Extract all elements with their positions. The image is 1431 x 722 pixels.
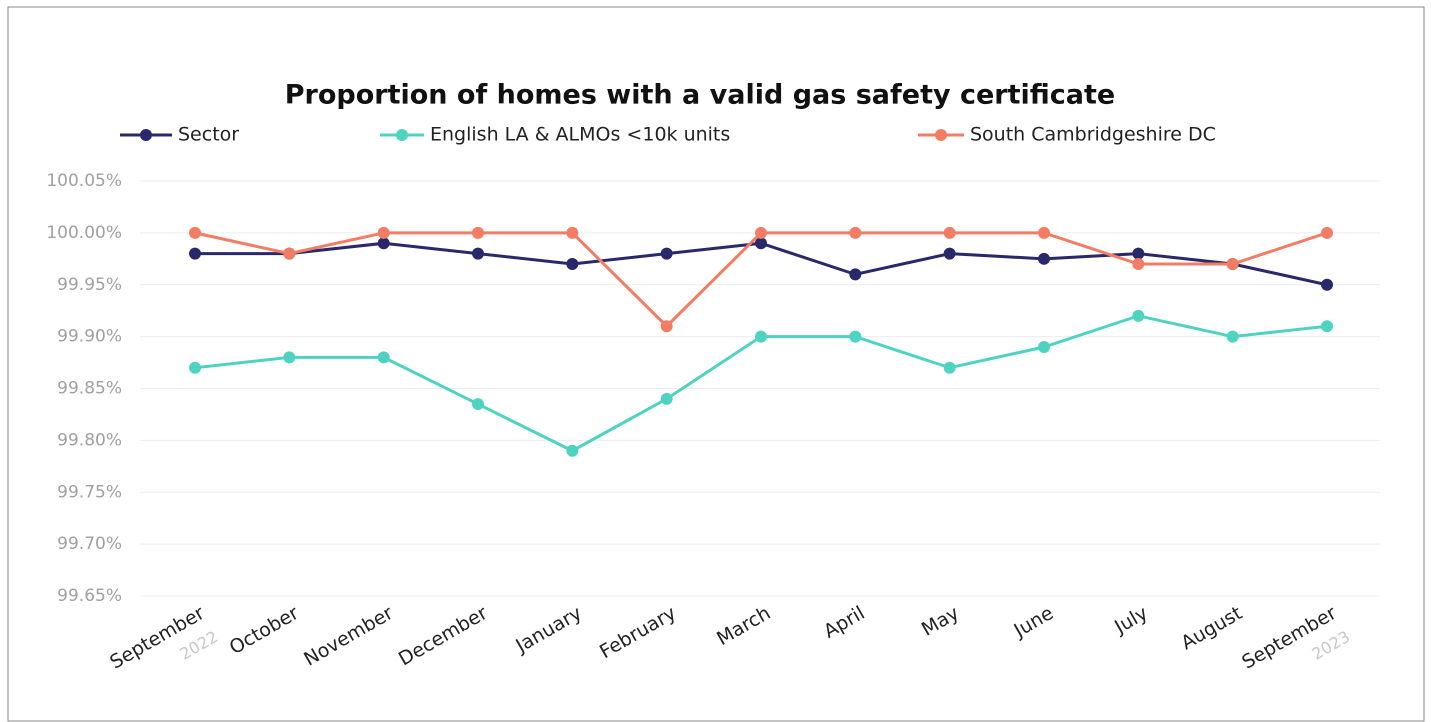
- x-tick-label: April: [820, 602, 869, 643]
- data-point: [1132, 309, 1145, 322]
- data-point: [1132, 247, 1145, 260]
- y-tick-label: 99.85%: [57, 379, 122, 399]
- data-point: [943, 247, 956, 260]
- y-tick-label: 99.75%: [57, 482, 122, 502]
- legend-label: Sector: [178, 124, 239, 146]
- chart-title: Proportion of homes with a valid gas saf…: [285, 80, 1116, 111]
- data-point: [189, 226, 201, 239]
- y-tick-label: 99.90%: [57, 327, 122, 347]
- data-point: [566, 258, 579, 270]
- data-point: [1226, 258, 1239, 270]
- data-point: [849, 226, 862, 239]
- frame: [7, 6, 1425, 722]
- data-point: [566, 226, 579, 239]
- data-point: [755, 226, 767, 239]
- data-point: [472, 398, 484, 411]
- data-point: [1321, 320, 1333, 333]
- data-point: [943, 226, 956, 239]
- data-point: [189, 361, 201, 374]
- data-point: [660, 320, 673, 333]
- x-tick-label: June: [1010, 602, 1058, 642]
- x-tick-label: October: [226, 602, 303, 659]
- data-point: [472, 247, 484, 260]
- y-tick-label: 100.00%: [46, 223, 122, 243]
- x-tick-label: July: [1110, 602, 1151, 639]
- data-point: [377, 237, 390, 250]
- data-point: [189, 247, 201, 260]
- data-point: [849, 268, 862, 281]
- x-tick-label: December: [395, 602, 491, 670]
- x-tick-label: February: [596, 602, 680, 663]
- legend-marker: [140, 129, 152, 141]
- data-point: [283, 351, 296, 364]
- data-point: [943, 361, 956, 374]
- data-point: [755, 237, 767, 250]
- data-point: [660, 247, 673, 260]
- data-point: [755, 330, 767, 343]
- data-point: [1321, 226, 1333, 239]
- legend-marker: [935, 129, 947, 141]
- data-point: [566, 444, 579, 457]
- data-point: [660, 392, 673, 405]
- x-tick-label: March: [713, 602, 774, 650]
- legend-marker: [396, 129, 408, 141]
- x-tick-label: January: [511, 602, 585, 658]
- y-tick-label: 99.80%: [57, 430, 122, 450]
- data-point: [1038, 252, 1050, 265]
- data-point: [1321, 278, 1333, 291]
- x-tick-label: August: [1177, 602, 1246, 654]
- y-tick-label: 99.95%: [57, 275, 122, 295]
- legend-label: South Cambridgeshire DC: [970, 124, 1216, 146]
- data-point: [377, 226, 390, 239]
- data-point: [283, 247, 296, 260]
- data-point: [1038, 341, 1050, 353]
- x-tick-label: May: [918, 602, 963, 641]
- legend-label: English LA & ALMOs <10k units: [430, 124, 730, 146]
- data-point: [1226, 330, 1239, 343]
- x-tick-label: November: [300, 602, 397, 671]
- data-point: [377, 351, 390, 364]
- data-point: [472, 226, 484, 239]
- y-tick-label: 99.70%: [57, 534, 122, 554]
- data-point: [1132, 258, 1145, 270]
- y-tick-label: 99.65%: [57, 586, 122, 606]
- y-tick-label: 100.05%: [46, 171, 122, 191]
- data-point: [849, 330, 862, 343]
- data-point: [1038, 226, 1050, 239]
